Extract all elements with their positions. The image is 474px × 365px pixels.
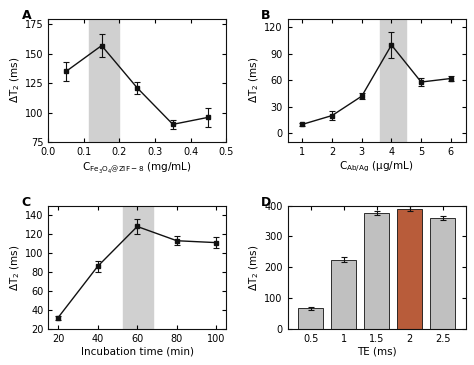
X-axis label: Incubation time (min): Incubation time (min) [81,347,194,357]
Bar [89,19,119,142]
Text: B: B [261,9,270,22]
Bar [364,213,389,329]
Y-axis label: $\Delta T_2$ (ms): $\Delta T_2$ (ms) [248,244,262,291]
Bar [123,205,153,329]
Text: D: D [261,196,271,209]
Bar [380,19,406,142]
Bar [298,308,323,329]
Text: A: A [21,9,31,22]
X-axis label: C$_{\mathregular{Fe_3O_4@ZIF-8}}$ (mg/mL): C$_{\mathregular{Fe_3O_4@ZIF-8}}$ (mg/mL… [82,160,192,174]
X-axis label: TE (ms): TE (ms) [357,347,396,357]
Bar [430,218,455,329]
Text: C: C [21,196,31,209]
X-axis label: C$_{\mathregular{Ab/Ag}}$ (μg/mL): C$_{\mathregular{Ab/Ag}}$ (μg/mL) [339,160,414,174]
Y-axis label: $\Delta T_2$ (ms): $\Delta T_2$ (ms) [248,57,262,104]
Y-axis label: $\Delta T_2$ (ms): $\Delta T_2$ (ms) [9,244,22,291]
Y-axis label: $\Delta T_2$ (ms): $\Delta T_2$ (ms) [9,57,22,104]
Bar [331,260,356,329]
Bar [397,209,422,329]
